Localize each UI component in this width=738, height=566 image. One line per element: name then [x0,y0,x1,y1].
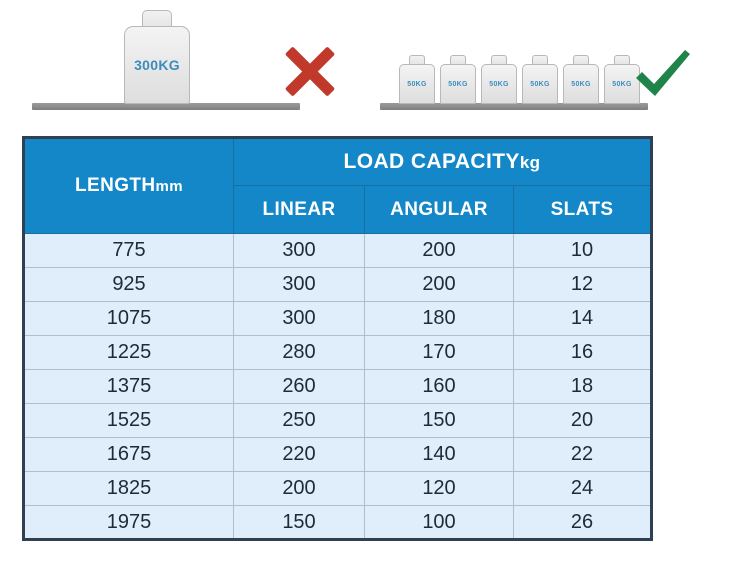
table-header-row-1: LENGTHmm LOAD CAPACITYkg [23,137,652,234]
cell-slats: 20 [513,403,652,438]
column-header-length-text: LENGTH [75,175,156,196]
cell-linear: 260 [233,369,365,404]
cell-angular: 140 [364,437,514,472]
weight-block-50kg: 50KG [563,55,599,104]
column-header-load-capacity-unit: kg [519,153,541,172]
weight-body: 50KG [399,64,435,104]
table-row: 1675 220 140 22 [23,437,652,472]
weight-body: 50KG [604,64,640,104]
table-row: 1525 250 150 20 [23,403,652,438]
column-header-length-unit: mm [155,178,183,195]
column-header-load-capacity: LOAD CAPACITYkg [233,137,652,186]
weight-block-50kg: 50KG [604,55,640,104]
table-body: 775 300 200 10 925 300 200 12 1075 300 1… [23,233,652,540]
weight-block-50kg: 50KG [481,55,517,104]
weight-label: 300KG [134,57,180,73]
cell-angular: 150 [364,403,514,438]
weight-block-50kg: 50KG [522,55,558,104]
cell-length: 775 [23,233,234,268]
weight-knob [142,10,172,28]
cell-length: 1075 [23,301,234,336]
table-row: 925 300 200 12 [23,267,652,302]
table-header: LENGTHmm LOAD CAPACITYkg LINEAR ANGULAR … [23,137,652,234]
cell-length: 1375 [23,369,234,404]
weight-body: 300KG [124,26,190,104]
weight-body: 50KG [522,64,558,104]
column-header-slats: SLATS [513,185,652,234]
weight-knob [573,55,589,65]
cell-slats: 12 [513,267,652,302]
cell-linear: 250 [233,403,365,438]
weight-label: 50KG [448,80,468,88]
cell-angular: 200 [364,267,514,302]
table-row: 1075 300 180 14 [23,301,652,336]
cell-length: 1225 [23,335,234,370]
weight-label: 50KG [612,80,632,88]
cell-slats: 22 [513,437,652,472]
cell-slats: 16 [513,335,652,370]
weight-knob [491,55,507,65]
cell-angular: 100 [364,505,514,540]
cell-length: 1975 [23,505,234,540]
check-icon-svg [636,50,690,96]
load-capacity-table: LENGTHmm LOAD CAPACITYkg LINEAR ANGULAR … [22,136,653,541]
cell-linear: 300 [233,267,365,302]
cell-slats: 26 [513,505,652,540]
weight-label: 50KG [571,80,591,88]
weight-body: 50KG [481,64,517,104]
weight-block-300kg: 300KG [124,10,190,104]
cell-length: 1825 [23,471,234,506]
table-row: 1825 200 120 24 [23,471,652,506]
check-icon [632,44,694,106]
weight-body: 50KG [563,64,599,104]
weight-block-50kg: 50KG [399,55,435,104]
table-row: 1375 260 160 18 [23,369,652,404]
weight-label: 50KG [530,80,550,88]
weight-label: 50KG [407,80,427,88]
cell-angular: 200 [364,233,514,268]
weight-knob [409,55,425,65]
cell-slats: 24 [513,471,652,506]
platform-bar-right [380,103,648,110]
cell-linear: 300 [233,301,365,336]
cell-slats: 10 [513,233,652,268]
weight-knob [450,55,466,65]
column-header-length: LENGTHmm [23,137,234,234]
cell-slats: 18 [513,369,652,404]
cell-length: 925 [23,267,234,302]
cell-linear: 220 [233,437,365,472]
column-header-linear: LINEAR [233,185,365,234]
platform-bar-left [32,103,300,110]
cell-slats: 14 [513,301,652,336]
cell-angular: 120 [364,471,514,506]
cell-angular: 180 [364,301,514,336]
load-distribution-illustration: 300KG 50KG 50KG 50KG 50KG 50KG [0,0,738,130]
weight-knob [532,55,548,65]
cell-angular: 160 [364,369,514,404]
weight-block-50kg: 50KG [440,55,476,104]
table-row: 1225 280 170 16 [23,335,652,370]
weight-label: 50KG [489,80,509,88]
cell-length: 1525 [23,403,234,438]
weight-body: 50KG [440,64,476,104]
cross-icon [283,44,337,98]
cell-angular: 170 [364,335,514,370]
cell-linear: 200 [233,471,365,506]
column-header-load-capacity-text: LOAD CAPACITY [343,150,520,173]
table-caption-cropped [0,556,738,566]
table-row: 775 300 200 10 [23,233,652,268]
cell-length: 1675 [23,437,234,472]
cell-linear: 280 [233,335,365,370]
column-header-angular: ANGULAR [364,185,514,234]
table-row: 1975 150 100 26 [23,505,652,540]
cell-linear: 300 [233,233,365,268]
weight-knob [614,55,630,65]
cell-linear: 150 [233,505,365,540]
table-header-row-2: LINEAR ANGULAR SLATS [24,185,652,234]
